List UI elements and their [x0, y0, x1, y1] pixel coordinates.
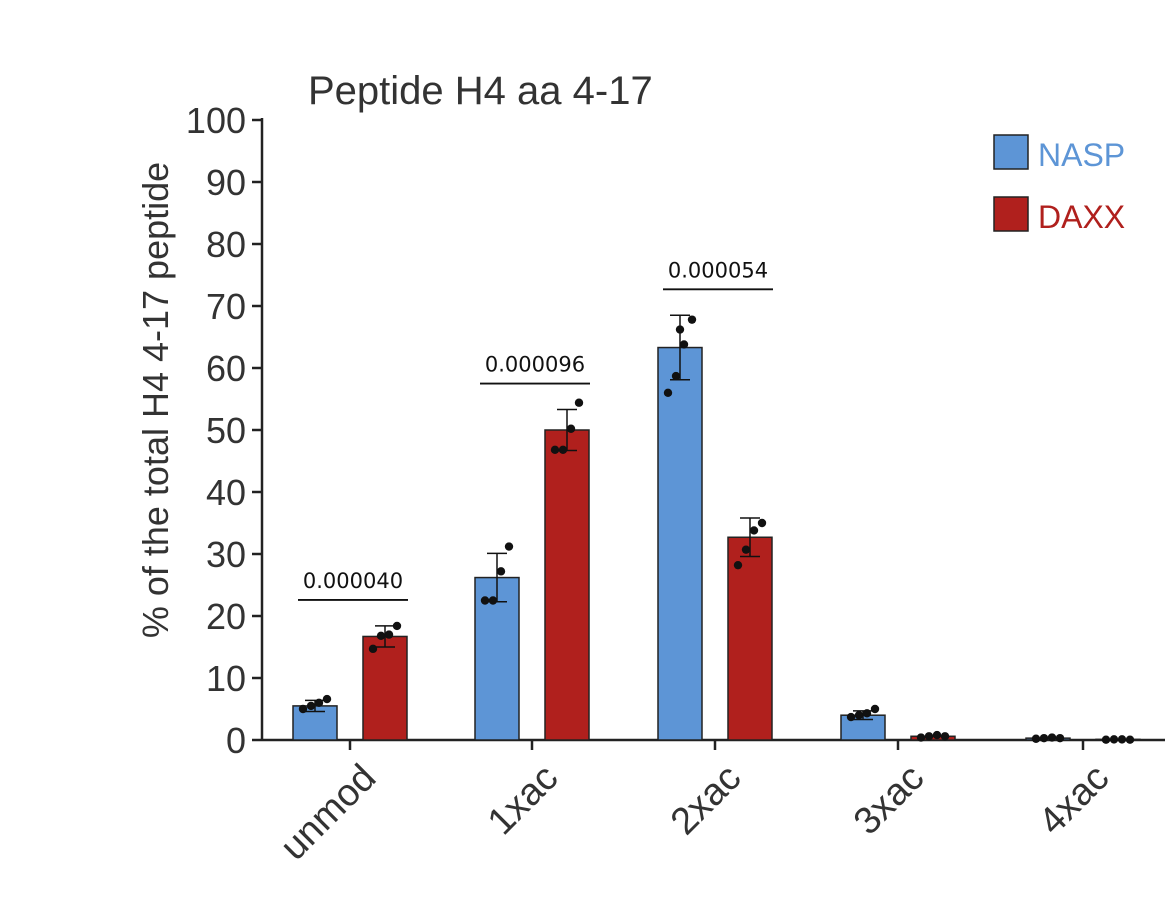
data-point [940, 732, 950, 741]
legend-swatch-nasp [993, 134, 1029, 170]
data-point [314, 698, 324, 707]
y-tick-label: 90 [206, 162, 246, 203]
y-axis-label: % of the total H4 4-17 peptide [135, 162, 176, 638]
data-point [862, 709, 872, 718]
data-point [687, 315, 697, 324]
data-point [384, 630, 394, 639]
bar-nasp-1xac [474, 576, 520, 741]
data-point [741, 545, 751, 554]
data-point [1055, 733, 1065, 743]
data-point [1031, 734, 1041, 743]
data-point [1109, 735, 1119, 744]
y-tick-label: 10 [206, 658, 246, 699]
bar-daxx-unmod [362, 635, 408, 741]
x-tick-label: 2xac [663, 757, 749, 843]
data-point [663, 388, 673, 397]
y-tick-label: 50 [206, 410, 246, 451]
y-tick-label: 70 [206, 286, 246, 327]
data-point [298, 704, 308, 714]
y-tick-label: 30 [206, 534, 246, 575]
x-tick-label: unmod [272, 757, 384, 869]
data-point [675, 325, 685, 334]
bars [292, 314, 1141, 744]
data-point [916, 733, 926, 742]
data-point [749, 526, 759, 535]
data-point [550, 445, 560, 455]
y-tick-label: 60 [206, 348, 246, 389]
data-point [392, 621, 402, 631]
data-point [846, 712, 856, 722]
data-point [854, 711, 864, 720]
y-tick-label: 80 [206, 224, 246, 265]
significance-annotations: 0.000040 0.000096 0.000054 [298, 258, 773, 601]
data-point [488, 596, 498, 605]
data-point [1101, 735, 1111, 744]
data-point [368, 644, 378, 654]
data-point [558, 445, 568, 455]
data-point [671, 371, 681, 381]
data-point [679, 340, 689, 349]
data-point [480, 596, 490, 605]
data-point [504, 542, 514, 551]
bar-nasp-2xac [657, 346, 703, 741]
p-value-label: 0.000040 [303, 569, 403, 593]
legend-label-daxx: DAXX [1038, 199, 1125, 235]
p-value-label: 0.000096 [485, 353, 585, 377]
data-point [496, 567, 506, 576]
legend: NASP DAXX [993, 134, 1125, 235]
x-axis: unmod 1xac 2xac 3xac 4xac [262, 738, 1165, 869]
y-tick-label: 20 [206, 596, 246, 637]
bar-daxx-1xac [544, 429, 590, 741]
data-point [306, 701, 316, 711]
y-tick-label: 100 [186, 100, 246, 141]
data-point [870, 704, 880, 714]
data-point [924, 732, 934, 741]
bar-daxx-2xac [727, 536, 773, 741]
y-tick-label: 0 [226, 720, 246, 761]
y-axis: 0 10 20 30 40 50 60 70 80 90 100 [186, 100, 264, 761]
data-point [733, 560, 743, 570]
data-point [932, 730, 942, 740]
data-point [1039, 733, 1049, 743]
data-point [757, 518, 767, 528]
data-point [376, 631, 386, 641]
data-point [1125, 735, 1135, 744]
data-point [322, 694, 332, 704]
data-point [574, 398, 584, 407]
data-point [566, 424, 576, 433]
x-tick-label: 3xac [846, 757, 932, 843]
data-point [1047, 733, 1057, 742]
p-value-label: 0.000054 [668, 258, 768, 282]
x-tick-label: 4xac [1031, 757, 1117, 843]
legend-swatch-daxx [993, 196, 1029, 232]
x-tick-label: 1xac [480, 757, 566, 843]
y-tick-label: 40 [206, 472, 246, 513]
legend-label-nasp: NASP [1038, 137, 1125, 173]
data-point [1117, 735, 1127, 744]
chart-title: Peptide H4 aa 4-17 [308, 69, 653, 113]
